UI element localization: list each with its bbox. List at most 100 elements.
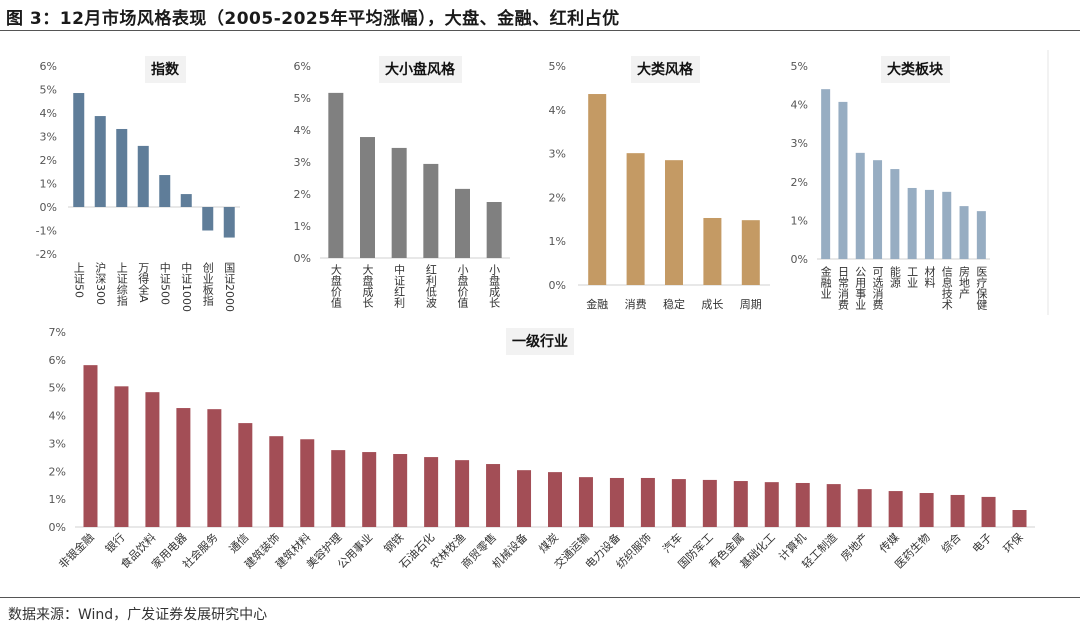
chart-3: 5% 4% 3% 2% 1% 0% 金融业 日常消费 公用事业 可选消费 能源 工业 材料 信息技术 房地产… [791, 56, 990, 311]
y-tick-label: 4% [49, 410, 66, 423]
x-category-label: 通信 [227, 531, 252, 556]
source-note: 数据来源：Wind，广发证券发展研究中心 [8, 607, 268, 623]
x-category-label: 创业板指 [201, 262, 214, 307]
bar [873, 160, 883, 259]
y-tick-label: 2% [40, 154, 57, 167]
bar [578, 477, 593, 527]
x-category-label: 大盘成长 [361, 263, 374, 308]
bar [328, 92, 344, 258]
bar [857, 489, 872, 527]
bar [83, 365, 98, 527]
bar [180, 194, 192, 207]
y-tick-label: 0% [791, 253, 808, 266]
y-tick-label: 5% [791, 60, 808, 73]
bar [159, 175, 171, 207]
bar [331, 450, 346, 527]
bar [116, 128, 128, 207]
bar [207, 409, 222, 527]
y-tick-label: 3% [294, 156, 311, 169]
bar [94, 116, 106, 207]
x-category-label: 银行 [102, 530, 127, 555]
bar [423, 163, 439, 258]
x-category-label: 中证1000 [180, 262, 193, 312]
y-tick-label: 6% [40, 60, 57, 73]
bar [626, 153, 645, 285]
bar [393, 454, 408, 527]
chart-1: 6% 5% 4% 3% 2% 1% 0% 大盘价值 大盘成长 中证红利 红利低波 小盘价值 小盘成长 大小… [294, 56, 510, 309]
bar [609, 477, 624, 527]
chart-title: 大小盘风格 [385, 61, 456, 78]
y-tick-label: 5% [294, 92, 311, 105]
x-category-label: 可选消费 [871, 266, 884, 311]
x-category-label: 消费 [625, 297, 647, 311]
top-divider [0, 30, 1080, 31]
y-tick-label: 5% [49, 382, 66, 395]
y-tick-label: -1% [36, 225, 57, 238]
bar [455, 460, 470, 527]
y-tick-label: 4% [40, 107, 57, 120]
x-category-label: 非银金融 [56, 530, 97, 571]
x-category-label: 环保 [1000, 530, 1025, 555]
x-category-label: 信息技术 [940, 266, 953, 311]
bar [114, 386, 129, 527]
bar [517, 470, 532, 527]
x-category-label: 日常消费 [836, 266, 849, 311]
chart-title: 指数 [151, 61, 180, 78]
bar [486, 464, 501, 527]
y-tick-label: 2% [49, 465, 66, 478]
bar [424, 457, 439, 527]
x-category-label: 沪深300 [94, 261, 107, 305]
chart-0: 6% 5% 4% 3% 2% 1% 0% -1% -2% 上证50 沪深300 上证综指 万得全A 中证5… [36, 56, 240, 312]
x-category-label: 材料 [923, 265, 936, 289]
x-category-label: 小盘价值 [456, 264, 469, 309]
bar [588, 94, 607, 285]
chart-title: 一级行业 [512, 333, 568, 350]
bar [671, 479, 686, 527]
x-category-label: 传媒 [877, 531, 902, 556]
y-tick-label: 4% [294, 124, 311, 137]
chart-title: 大类板块 [887, 61, 944, 78]
x-category-label: 周期 [740, 298, 762, 311]
y-tick-label: 3% [40, 131, 57, 144]
bar [269, 436, 284, 527]
bar [826, 484, 841, 527]
bar [795, 482, 810, 527]
y-tick-label: 2% [791, 176, 808, 189]
bottom-divider [0, 597, 1080, 598]
bar [223, 207, 235, 238]
y-tick-label: 3% [549, 148, 566, 161]
y-tick-label: 4% [791, 99, 808, 112]
bar [976, 211, 986, 259]
y-tick-label: 6% [49, 354, 66, 367]
bar [1012, 510, 1027, 527]
x-category-label: 金融业 [819, 265, 832, 299]
x-category-label: 公用事业 [854, 266, 867, 310]
x-category-label: 万得全A [137, 262, 150, 303]
bar [202, 207, 214, 231]
x-category-label: 稳定 [663, 297, 685, 311]
y-tick-label: 1% [791, 214, 808, 227]
y-tick-label: 1% [294, 220, 311, 233]
x-category-label: 医疗保健 [975, 266, 988, 310]
bar [455, 188, 470, 258]
bar [919, 493, 934, 527]
x-category-label: 房地产 [958, 266, 971, 300]
y-tick-label: 5% [40, 84, 57, 97]
bar [360, 137, 375, 258]
figure-title: 图 3：12月市场风格表现（2005-2025年平均涨幅），大盘、金融、红利占优 [6, 9, 620, 29]
y-tick-label: -2% [36, 248, 57, 261]
bar [821, 89, 831, 259]
chart-title: 大类风格 [637, 61, 694, 78]
bar [665, 160, 683, 285]
x-category-label: 房地产 [838, 530, 871, 563]
y-tick-label: 0% [294, 252, 311, 265]
bar [924, 189, 934, 259]
y-tick-label: 0% [549, 279, 566, 292]
x-category-label: 上证综指 [115, 262, 128, 307]
x-category-label: 能源 [888, 265, 901, 289]
bar [362, 452, 377, 527]
x-category-label: 国证2000 [223, 262, 236, 312]
x-category-label: 煤炭 [536, 531, 561, 556]
